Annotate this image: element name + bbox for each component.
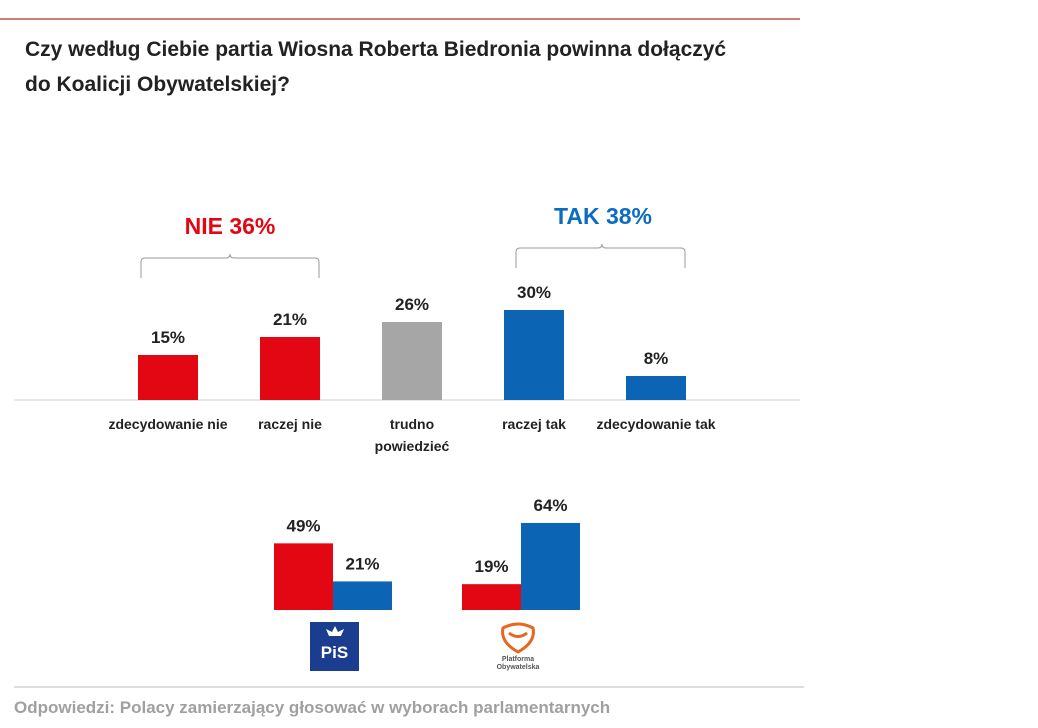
x-tick-label: zdecydowanie tak	[596, 416, 716, 432]
bar	[333, 581, 392, 610]
value-label: 19%	[474, 557, 508, 576]
value-label: 49%	[286, 516, 320, 535]
bar	[382, 322, 442, 400]
bracket	[515, 243, 686, 268]
value-label: 15%	[151, 328, 185, 347]
value-label: 64%	[533, 496, 567, 515]
bar	[462, 584, 521, 610]
value-label: 21%	[273, 310, 307, 329]
po-logo-text: Platforma Obywatelska	[496, 656, 540, 671]
value-label: 8%	[644, 349, 669, 368]
title: do Koalicji Obywatelskiej?	[25, 73, 290, 96]
bar	[626, 376, 686, 400]
po-logo	[501, 622, 535, 654]
bar	[138, 355, 198, 400]
x-tick-label: zdecydowanie nie	[108, 416, 228, 432]
bracket	[140, 253, 320, 278]
pis-logo-eagle	[326, 626, 344, 636]
value-label: 30%	[517, 283, 551, 302]
bar	[521, 522, 580, 610]
x-tick-label: raczej tak	[502, 416, 566, 432]
bar	[274, 543, 333, 610]
value-label: 21%	[345, 554, 379, 573]
title: Czy według Ciebie partia Wiosna Roberta …	[25, 38, 727, 61]
x-tick-label: raczej nie	[258, 416, 322, 432]
x-tick-label: trudno powiedzieć	[374, 416, 450, 454]
pis-logo-text: PiS	[321, 643, 348, 662]
annotation: NIE 36%	[185, 213, 276, 239]
bar	[260, 337, 320, 400]
footnote: Odpowiedzi: Polacy zamierzający głosować…	[14, 698, 611, 717]
value-label: 26%	[395, 295, 429, 314]
annotation: TAK 38%	[554, 203, 652, 229]
bar	[504, 310, 564, 400]
